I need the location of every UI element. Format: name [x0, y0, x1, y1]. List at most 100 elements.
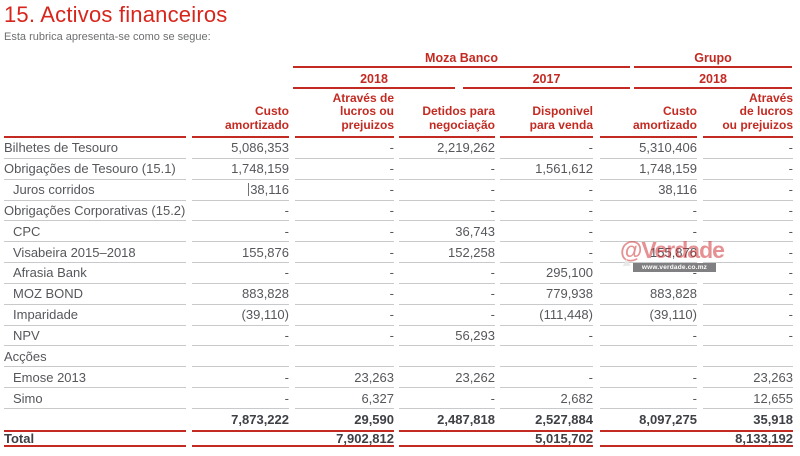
page-title: 15. Activos financeiros	[4, 2, 228, 27]
subtotal-row: 7,873,222 29,590 2,487,818 2,527,884 8,0…	[0, 409, 800, 430]
value-cell: -	[192, 263, 289, 284]
value-cell	[399, 346, 495, 368]
table-row: Emose 2013-23,263 23,262- -23,263	[0, 367, 800, 389]
value-cell: -	[295, 284, 394, 305]
value-cell: 12,655	[703, 388, 793, 409]
value-cell: 23,263	[703, 367, 793, 389]
value-cell: -	[399, 388, 495, 409]
value-cell: -	[500, 201, 593, 222]
row-label: Simo	[4, 388, 186, 409]
row-label	[4, 409, 186, 430]
text-cursor-artifact	[247, 183, 250, 197]
value-cell: 1,748,159	[600, 159, 697, 180]
value-cell: -	[295, 180, 394, 201]
value-cell: -	[500, 367, 593, 389]
table-row: Simo -6,327-2,682-12,655	[0, 388, 800, 409]
total-label: Total	[4, 429, 186, 447]
row-label: Imparidade	[4, 305, 186, 326]
value-cell: 883,828	[192, 284, 289, 305]
value-cell: -	[192, 201, 289, 222]
table-row: Visabeira 2015–2018 155,876-152,258-155,8…	[0, 242, 800, 264]
value-cell: -	[399, 305, 495, 326]
value-cell	[600, 346, 697, 368]
value-cell: -	[192, 367, 289, 389]
value-cell: 35,918	[753, 411, 793, 427]
column-header-detidos-negociacao: Detidos para negociação	[399, 92, 495, 138]
row-label: Bilhetes de Tesouro	[4, 138, 186, 159]
value-cell: 1,561,612	[500, 159, 593, 180]
value-cell: -	[295, 201, 394, 222]
value-cell	[500, 346, 593, 368]
value-cell: 152,258	[399, 242, 495, 264]
table-row: CPC - -36,743- - -	[0, 221, 800, 243]
row-label: Juros corridos	[4, 180, 186, 201]
value-cell: -	[192, 326, 289, 347]
table-row: Obrigações Corporativas (15.2) - - - - - -	[0, 201, 800, 222]
row-label: Afrasia Bank	[4, 263, 186, 284]
value-cell: 6,327	[295, 388, 394, 409]
column-header-atraves-lucros-moza: Através de lucros ou prejuizos	[295, 91, 394, 138]
table-row: MOZ BOND 883,828- -779,938 883,828-	[0, 284, 800, 305]
row-label: Emose 2013	[4, 367, 186, 389]
value-cell: -	[295, 138, 394, 159]
total-row: Total 7,902,812 5,015,702 8,133,192	[0, 429, 800, 447]
value-cell: 2,527,884	[535, 411, 593, 427]
value-cell: -	[703, 159, 793, 180]
table-body: Bilhetes de Tesouro 5,086,353-2,219,262-5…	[0, 138, 800, 409]
value-cell: -	[703, 326, 793, 347]
value-cell: -	[295, 305, 394, 326]
year-header-2018-moza: 2018	[293, 72, 455, 89]
row-label: NPV	[4, 326, 186, 347]
value-cell: 295,100	[500, 263, 593, 284]
value-cell: -	[500, 221, 593, 243]
value-cell: 56,293	[399, 326, 495, 347]
value-cell: -	[192, 221, 289, 243]
value-cell: 2,682	[500, 388, 593, 409]
row-label: Acções	[4, 346, 186, 368]
value-cell: 38,116	[600, 180, 697, 201]
column-header-disponivel-venda: Disponivel para venda	[500, 92, 593, 138]
value-cell: -	[192, 388, 289, 409]
value-cell: -	[703, 284, 793, 305]
value-cell: -	[500, 326, 593, 347]
value-text: 38,116	[250, 182, 289, 198]
value-cell	[192, 346, 289, 368]
table-row: Afrasia Bank - - -295,100- -	[0, 263, 800, 284]
value-cell: 8,097,275	[639, 411, 697, 427]
value-cell: (39,110)	[600, 305, 697, 326]
value-cell: 36,743	[399, 221, 495, 243]
value-cell: -	[295, 159, 394, 180]
total-value-2017-moza: 5,015,702	[399, 429, 593, 447]
column-header-row: Custo amortizado Através de lucros ou pr…	[0, 91, 800, 138]
value-cell: 23,262	[399, 367, 495, 389]
value-cell: -	[399, 201, 495, 222]
value-cell: -	[399, 284, 495, 305]
row-label: Obrigações de Tesouro (15.1)	[4, 159, 186, 180]
value-cell: -	[399, 180, 495, 201]
page-subtitle: Esta rubrica apresenta-se como se segue:	[4, 31, 211, 43]
value-cell: -	[703, 201, 793, 222]
value-cell: 2,487,818	[437, 411, 495, 427]
value-cell: -	[295, 221, 394, 243]
value-cell: -	[500, 180, 593, 201]
table-row: Imparidade (39,110) - - (111,448) (39,110) -	[0, 305, 800, 326]
value-cell: -	[703, 263, 793, 284]
value-cell: (39,110)	[192, 305, 289, 326]
group-header-moza-banco: Moza Banco	[293, 51, 630, 68]
value-cell: 2,219,262	[399, 138, 495, 159]
value-cell	[703, 346, 793, 368]
value-cell: -	[295, 242, 394, 264]
row-label: Obrigações Corporativas (15.2)	[4, 201, 186, 222]
year-header-2018-grupo: 2018	[634, 72, 792, 89]
value-cell: (111,448)	[500, 305, 593, 326]
value-cell: -	[399, 159, 495, 180]
value-cell: -	[703, 180, 793, 201]
value-cell	[295, 346, 394, 368]
column-header-custo-amortizado-grupo: Custo amortizado	[600, 92, 697, 138]
value-cell: 38,116	[192, 180, 289, 201]
table-row: Juros corridos 38,116- - -38,116-	[0, 180, 800, 201]
value-cell: -	[600, 367, 697, 389]
year-header-2017-moza: 2017	[463, 72, 630, 89]
table: Bilhetes de Tesouro 5,086,353-2,219,262-5…	[0, 138, 800, 447]
